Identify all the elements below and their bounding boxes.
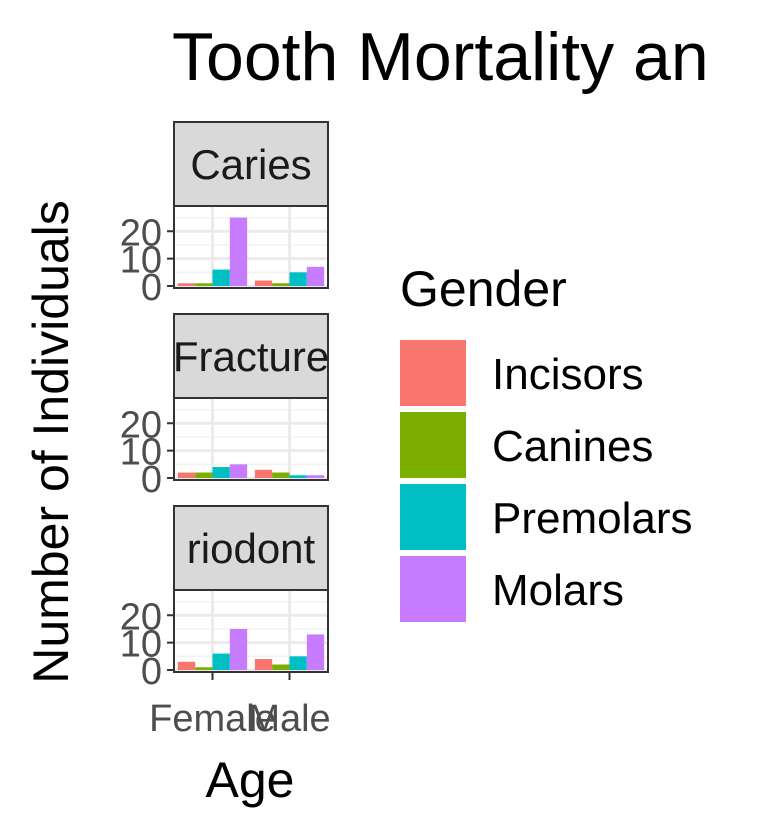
bar-molars-male [306, 475, 325, 478]
legend-label-canines: Canines [492, 422, 653, 471]
bar-incisors-male [254, 280, 273, 286]
x-tick-label: Male [248, 698, 330, 740]
legend-label-premolars: Premolars [492, 494, 693, 543]
bar-canines-female [195, 472, 213, 478]
bar-molars-female [229, 464, 248, 478]
x-tick-label: Female [149, 698, 276, 740]
y-tick-label: 0 [141, 459, 162, 501]
plot-border [173, 205, 329, 289]
plot-border [173, 589, 329, 673]
facet-strip-label: riodont [187, 525, 316, 572]
bar-canines-male [272, 472, 290, 478]
legend-key-premolars [400, 484, 466, 550]
plot-background [174, 398, 328, 480]
bar-premolars-male [289, 656, 307, 670]
facet-strip [173, 313, 329, 399]
x-axis-title: Age [206, 752, 295, 808]
y-tick-label: 20 [120, 212, 162, 254]
y-tick-label: 10 [120, 432, 162, 474]
legend-title: Gender [400, 261, 567, 317]
bar-incisors-male [254, 469, 273, 478]
legend-key-molars [400, 556, 466, 622]
facet-strip [173, 505, 329, 591]
chart-title: Tooth Mortality an [172, 19, 709, 95]
y-tick-label: 20 [120, 404, 162, 446]
bar-molars-male [306, 634, 325, 670]
bar-molars-female [229, 217, 248, 286]
bar-premolars-male [289, 272, 307, 286]
bar-premolars-female [212, 467, 230, 478]
bar-molars-male [306, 266, 325, 286]
bar-canines-female [195, 667, 213, 670]
bar-incisors-male [254, 659, 273, 670]
legend-key-canines [400, 412, 466, 478]
bar-molars-female [229, 628, 248, 670]
y-axis-title: Number of Individuals [23, 200, 79, 684]
y-tick-label: 0 [141, 267, 162, 309]
bar-premolars-male [289, 475, 307, 478]
bar-incisors-female [177, 661, 196, 670]
y-tick-label: 10 [120, 240, 162, 282]
y-tick-label: 10 [120, 624, 162, 666]
bar-incisors-female [177, 283, 196, 286]
legend-label-molars: Molars [492, 566, 624, 615]
facet-strip-label: Caries [190, 141, 311, 188]
y-tick-label: 20 [120, 596, 162, 638]
bar-canines-male [272, 664, 290, 670]
legend: Incisors Canines Premolars Molars [400, 340, 693, 622]
legend-key-incisors [400, 340, 466, 406]
bar-canines-female [195, 283, 213, 286]
facet-strip [173, 121, 329, 207]
bar-incisors-female [177, 472, 196, 478]
bar-premolars-female [212, 269, 230, 286]
legend-label-incisors: Incisors [492, 350, 644, 399]
bar-premolars-female [212, 653, 230, 670]
facet-strip-label: Fracture [173, 333, 329, 380]
y-tick-label: 0 [141, 651, 162, 693]
plot-border [173, 397, 329, 481]
bar-canines-male [272, 283, 290, 286]
